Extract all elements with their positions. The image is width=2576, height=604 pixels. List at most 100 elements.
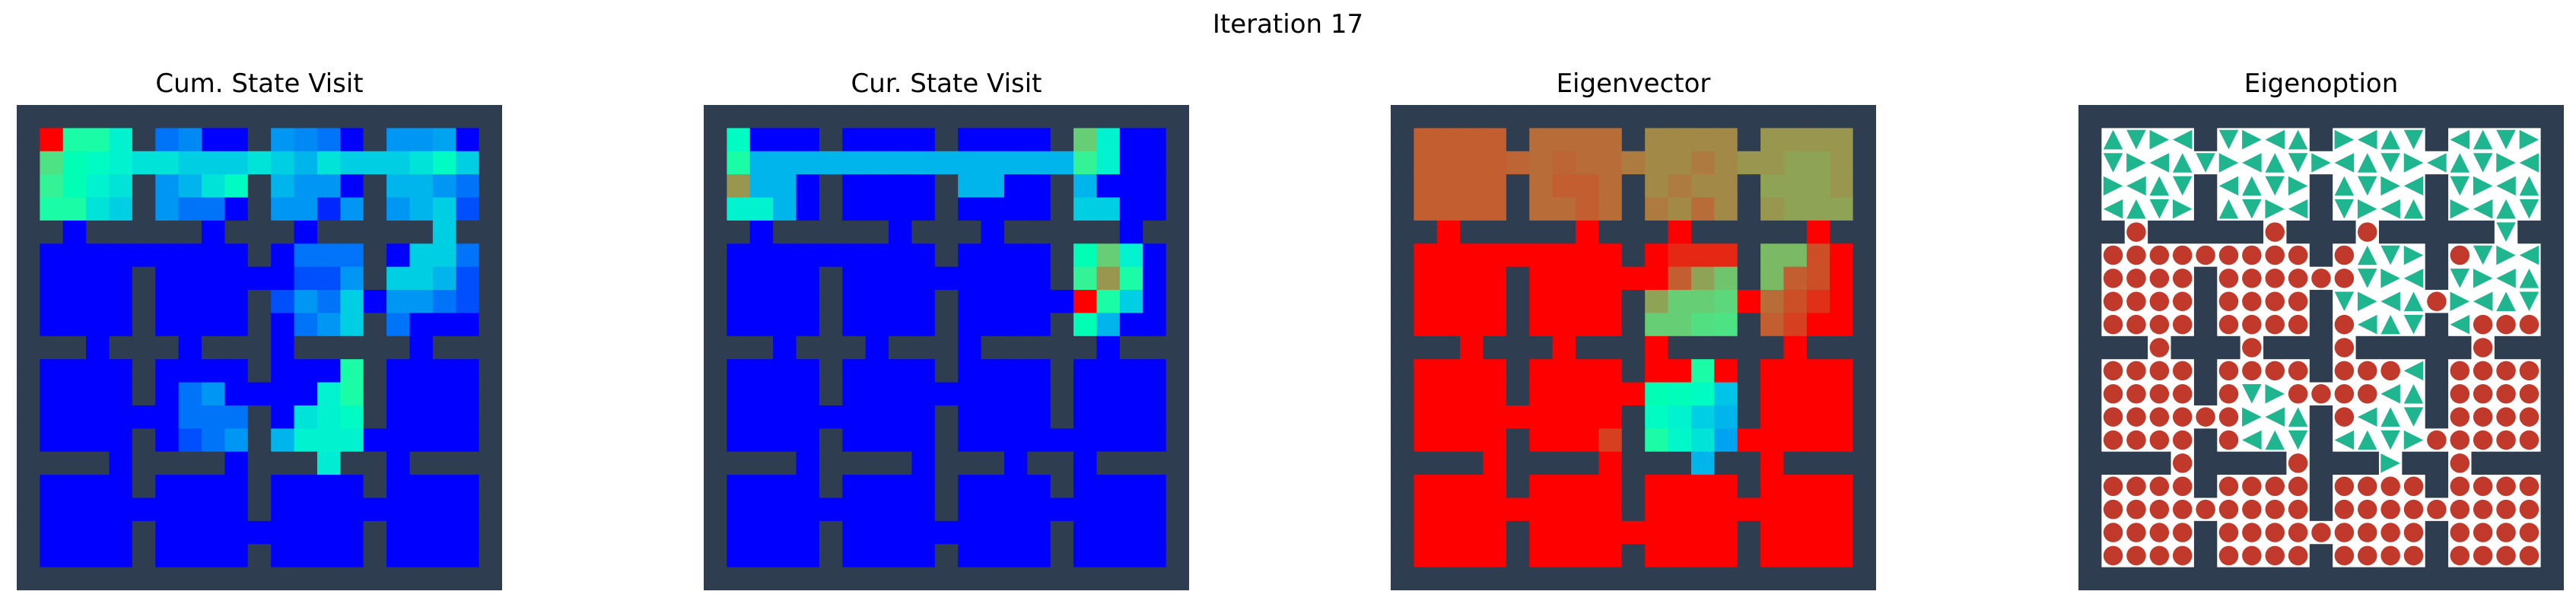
wall-cell [2309, 359, 2333, 383]
wall-cell [2078, 243, 2102, 268]
wall-cell [109, 567, 133, 590]
heatmap-cell [1529, 359, 1554, 383]
heatmap-cell [727, 405, 751, 429]
wall-cell [704, 475, 727, 499]
heatmap-cell [224, 197, 249, 221]
option-terminate-circle [2242, 269, 2262, 288]
wall-cell [1460, 451, 1484, 475]
wall-cell [1506, 128, 1530, 152]
heatmap-cell [1668, 359, 1692, 383]
heatmap-cell [1003, 382, 1028, 406]
wall-cell [363, 266, 387, 291]
heatmap-cell [294, 151, 318, 175]
heatmap-cell [958, 405, 982, 429]
heatmap-cell [1436, 313, 1461, 337]
option-action-triangle [2403, 407, 2424, 427]
wall-cell [2078, 451, 2102, 475]
heatmap-cell [86, 428, 110, 453]
heatmap-cell [773, 151, 797, 175]
wall-cell [958, 451, 982, 475]
wall-cell [1050, 243, 1074, 268]
heatmap-cell [958, 335, 982, 360]
heatmap-cell [1529, 405, 1554, 429]
wall-cell [1506, 174, 1530, 199]
option-terminate-circle [2265, 499, 2285, 520]
option-terminate-circle [2288, 361, 2308, 381]
option-terminate-circle [2196, 245, 2215, 265]
heatmap-cell [958, 382, 982, 406]
wall-cell [17, 359, 40, 383]
option-terminate-circle [2242, 338, 2262, 358]
heatmap-cell [796, 405, 820, 429]
heatmap-cell [1003, 498, 1028, 522]
heatmap-cell [934, 382, 959, 406]
wall-cell [1391, 520, 1414, 545]
heatmap-cell [178, 174, 202, 199]
heatmap-cell [934, 266, 959, 291]
option-terminate-circle [2496, 361, 2516, 381]
heatmap-cell [294, 520, 318, 545]
heatmap-cell [1576, 128, 1600, 152]
heatmap-cell [1668, 197, 1692, 221]
wall-cell [2540, 151, 2564, 175]
heatmap-cell [363, 428, 387, 453]
heatmap-cell [1598, 520, 1623, 545]
option-terminate-circle [2288, 545, 2308, 566]
heatmap-cell [1714, 359, 1738, 383]
heatmap-cell [727, 498, 751, 522]
wall-cell [1143, 451, 1167, 475]
heatmap-cell [202, 243, 226, 268]
wall-cell [17, 451, 40, 475]
heatmap-cell [1460, 243, 1484, 268]
wall-cell [2540, 498, 2564, 522]
option-action-triangle [2334, 291, 2355, 311]
heatmap-cell [981, 151, 1005, 175]
heatmap-cell [727, 266, 751, 291]
wall-cell [247, 498, 272, 522]
wall-cell [1391, 128, 1414, 152]
wall-cell [340, 335, 364, 360]
heatmap-cell [155, 520, 180, 545]
heatmap-cell [224, 313, 249, 337]
wall-cell [1166, 174, 1189, 199]
wall-cell [1621, 405, 1646, 429]
heatmap-cell [1552, 313, 1576, 337]
heatmap-cell [62, 290, 87, 314]
wall-cell [2217, 451, 2241, 475]
wall-cell [1852, 567, 1876, 590]
heatmap-cell [363, 290, 387, 314]
wall-cell [2193, 382, 2218, 406]
wall-cell [479, 451, 502, 475]
heatmap-cell [155, 128, 180, 152]
heatmap-cell [109, 498, 133, 522]
heatmap-cell [1073, 428, 1098, 453]
heatmap-cell [409, 475, 434, 499]
heatmap-cell [178, 359, 202, 383]
wall-cell [1737, 359, 1761, 383]
heatmap-cell [981, 128, 1005, 152]
heatmap-cell [1483, 428, 1507, 453]
heatmap-cell [386, 498, 411, 522]
wall-cell [934, 243, 959, 268]
heatmap-cell [865, 475, 889, 499]
option-terminate-circle [2358, 222, 2377, 242]
heatmap-cell [1760, 405, 1785, 429]
wall-cell [981, 335, 1005, 360]
heatmap-cell [1576, 520, 1600, 545]
option-action-triangle [2403, 269, 2424, 288]
wall-cell [479, 290, 502, 314]
wall-cell [819, 428, 843, 453]
option-action-triangle [2519, 176, 2539, 196]
option-terminate-circle [2149, 430, 2170, 450]
wall-cell [819, 174, 843, 199]
option-terminate-circle [2172, 245, 2193, 265]
heatmap-cell [911, 498, 936, 522]
wall-cell [1050, 382, 1074, 406]
option-terminate-circle [2126, 523, 2146, 542]
panel-title-eigenoption: Eigenoption [2244, 68, 2399, 99]
heatmap-cell [271, 382, 295, 406]
heatmap-cell [1598, 197, 1623, 221]
wall-cell [363, 243, 387, 268]
wall-cell [1391, 243, 1414, 268]
wall-cell [363, 174, 387, 199]
